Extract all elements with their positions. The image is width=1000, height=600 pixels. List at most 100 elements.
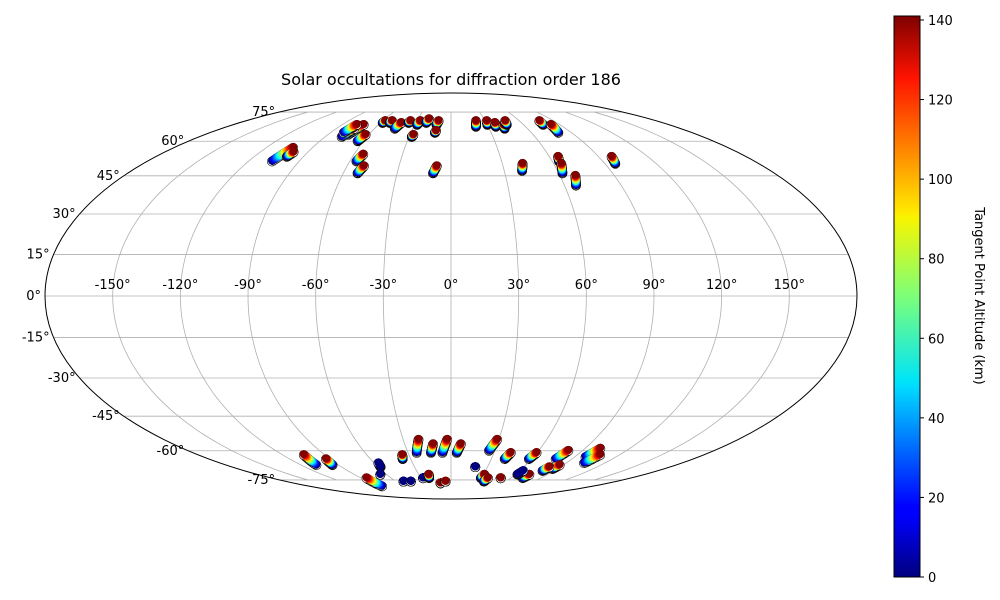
occultation-track [478,473,493,487]
occultation-track [373,458,386,473]
longitude-tick-label: -90° [234,278,262,293]
grid-meridian [247,111,366,481]
longitude-tick-label: 90° [642,278,665,293]
grid-meridian [315,111,394,481]
occultation-track [421,114,434,128]
graticule-grid [45,111,857,481]
occultation-track [375,469,386,480]
occultation-point [546,120,555,129]
occultation-track [440,476,451,487]
occultation-track [579,450,606,469]
grid-meridian [508,111,587,481]
latitude-tick-label: 30° [53,207,76,222]
occultation-point [557,159,566,168]
occultation-track [412,116,426,130]
occultation-track [321,454,338,471]
grid-meridian [565,111,723,481]
grid-meridian [112,111,308,481]
colorbar-tick-label: 40 [928,412,945,427]
occultation-track [481,116,493,130]
map-boundary [44,92,858,500]
colorbar-tick-label: 60 [928,332,945,347]
occultation-point [289,147,298,156]
occultation-track [451,439,466,458]
colorbar-tick-label: 120 [928,94,953,109]
latitude-tick-label: -45° [92,409,120,424]
latitude-tick-label: -15° [22,331,50,346]
longitude-tick-labels: -150° -120° -90° -60° -30° 0° 30° 60° 90° 120° 150… [95,278,805,293]
longitude-tick-label: 30° [507,278,530,293]
occultation-track [550,445,574,465]
occultation-point [596,450,605,459]
latitude-tick-label: -75° [247,473,275,488]
occultation-point [443,434,452,443]
occultation-track [499,448,516,465]
occultation-track [517,158,528,176]
colorbar-label: Tangent Point Altitude (km) [971,206,986,384]
latitude-tick-label: -60° [157,444,185,459]
occultation-track [281,147,299,162]
occultation-track [352,161,369,179]
occultation-track [411,434,424,458]
occultation-point [471,116,480,125]
occultation-point [352,120,361,129]
occultation-track [352,129,371,147]
occultation-point [409,130,418,139]
grid-meridian [382,111,423,481]
occultation-track [361,473,388,492]
occultation-point [414,434,423,443]
grid-meridian [536,111,655,481]
occultation-track [570,170,581,191]
occultation-point [564,445,573,454]
occultation-point [500,116,509,125]
occultation-point [519,466,528,475]
longitude-tick-label: 0° [444,278,459,293]
occultation-point [490,118,499,127]
occultation-point [596,443,605,452]
occultation-track [338,119,362,138]
longitude-tick-label: 120° [706,278,737,293]
occultation-track [546,119,564,138]
grid-meridian [179,111,337,481]
latitude-tick-label: 60° [161,134,184,149]
occultation-point [359,161,368,170]
occultation-track [429,125,441,138]
occultation-point [399,476,408,485]
latitude-tick-label: 45° [97,169,120,184]
occultation-point [429,439,438,448]
colorbar-ticks: 0 20 40 60 80 100 120 140 [920,14,953,586]
occultation-points [267,114,621,492]
occultation-point [571,171,580,180]
colorbar-gradient [893,15,921,578]
occultation-point [361,130,370,139]
colorbar: 0 20 40 60 80 100 120 140 Tangent Point Altitud… [893,14,986,586]
grid-meridian [594,111,790,481]
occultation-point [496,473,505,482]
occultation-point [471,462,480,471]
occultation-point [425,114,434,123]
latitude-tick-label: 15° [27,247,50,262]
latitude-tick-label: 0° [26,289,41,304]
occultation-track [537,462,555,476]
latitude-tick-label: -30° [48,371,76,386]
occultation-point [456,439,465,448]
colorbar-tick-label: 140 [928,14,953,29]
occultation-track [500,116,512,130]
occultation-track [556,158,568,179]
occultation-point [359,120,368,129]
occultation-track [606,151,621,169]
longitude-tick-label: -30° [369,278,397,293]
occultation-track [426,439,439,458]
occultation-track [437,434,453,458]
occultation-point [299,450,308,459]
occultation-track [298,450,322,471]
occultation-track [351,149,369,167]
occultation-point [554,152,563,161]
occultation-track [406,129,419,142]
occultation-point [506,448,515,457]
longitude-tick-label: 60° [575,278,598,293]
occultation-track [397,450,408,465]
occultation-track [471,116,481,132]
occultation-point [321,454,330,463]
